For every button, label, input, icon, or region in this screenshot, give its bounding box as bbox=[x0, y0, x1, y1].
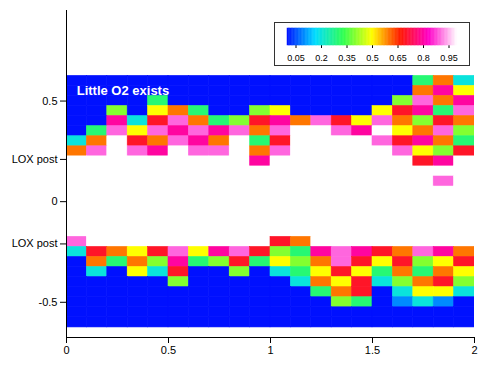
svg-text:0.35: 0.35 bbox=[338, 53, 356, 63]
svg-text:0.8: 0.8 bbox=[417, 53, 430, 63]
svg-text:0.5: 0.5 bbox=[161, 344, 176, 356]
svg-text:0.65: 0.65 bbox=[389, 53, 407, 63]
svg-text:LOX post: LOX post bbox=[12, 153, 58, 165]
svg-text:0.5: 0.5 bbox=[366, 53, 379, 63]
svg-text:-0.5: -0.5 bbox=[39, 296, 58, 308]
svg-text:2: 2 bbox=[471, 344, 477, 356]
svg-text:1: 1 bbox=[267, 344, 273, 356]
svg-text:Little O2 exists: Little O2 exists bbox=[77, 83, 169, 98]
svg-text:0: 0 bbox=[51, 195, 57, 207]
svg-text:0: 0 bbox=[63, 344, 69, 356]
svg-text:1.5: 1.5 bbox=[365, 344, 380, 356]
svg-text:0.5: 0.5 bbox=[42, 95, 57, 107]
svg-text:LOX post: LOX post bbox=[12, 237, 58, 249]
svg-text:0.2: 0.2 bbox=[315, 53, 328, 63]
svg-text:0.95: 0.95 bbox=[440, 53, 458, 63]
svg-text:0.05: 0.05 bbox=[287, 53, 305, 63]
